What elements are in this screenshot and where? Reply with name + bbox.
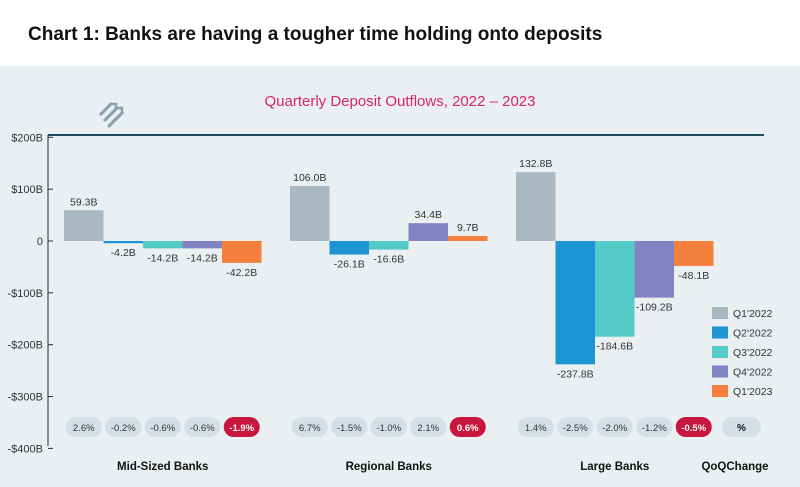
y-tick-label: -$300B (8, 392, 43, 404)
x-axis-labels: Mid-Sized Banks Regional Banks Large Banks (117, 461, 649, 473)
legend-swatch (712, 307, 728, 319)
bar-value-label: -42.2B (226, 267, 257, 279)
qoq-pill (449, 417, 486, 437)
legend-swatch (712, 346, 728, 358)
qoq-pill (636, 417, 673, 437)
bar-value-label: -4.2B (111, 247, 136, 259)
qoq-pill (144, 417, 181, 437)
qoq-pill (65, 417, 102, 437)
legend-label: Q3'2022 (733, 347, 773, 359)
bar-value-label: -14.2B (147, 252, 178, 264)
bar (674, 241, 714, 266)
qoq-percent-symbol: % (737, 423, 746, 434)
value-labels-layer: 59.3B -4.2B -14.2B -14.2B -42.2B 106.0B -26.1B… (70, 158, 709, 380)
qoq-pill (223, 417, 260, 437)
qoq-pill (675, 417, 712, 437)
qoq-pill (517, 417, 554, 437)
qoq-pill-label: -1.9% (229, 423, 254, 434)
chart-panel: Quarterly Deposit Outflows, 2022 – 2023 … (0, 66, 800, 487)
qoq-pill-label: 2.1% (417, 423, 439, 434)
qoq-pill-label: -1.2% (642, 423, 667, 434)
qoq-pill-label: 0.6% (457, 423, 479, 434)
qoq-pill-header: % (722, 417, 761, 437)
bar (329, 241, 369, 255)
qoq-pill-label: 6.7% (299, 423, 321, 434)
x-category-label: Regional Banks (346, 461, 432, 473)
bar-value-label: 132.8B (519, 158, 552, 170)
bar (595, 241, 635, 337)
y-tick-label: -$400B (8, 443, 43, 455)
qoq-pill (331, 417, 368, 437)
qoq-pill-label: 1.4% (525, 423, 547, 434)
legend-label: Q1'2022 (733, 308, 773, 320)
y-tick-label: $200B (11, 132, 43, 144)
bar (448, 235, 488, 241)
bar (222, 241, 262, 263)
legend-label: Q4'2022 (733, 367, 773, 379)
y-tick-label: -$200B (8, 340, 43, 352)
x-category-label: Large Banks (580, 461, 649, 473)
legend-label: Q1'2023 (733, 386, 773, 398)
bar-value-label: -237.8B (557, 368, 594, 380)
qoq-pill (291, 417, 328, 437)
qoq-pill (370, 417, 407, 437)
bars-layer (64, 172, 714, 365)
bar-value-label: -16.6B (373, 254, 404, 266)
qoq-pill (410, 417, 447, 437)
header-title: Chart 1: Banks are having a tougher time… (28, 24, 603, 45)
legend-swatch (712, 365, 728, 378)
qoq-pill-label: -1.0% (376, 423, 401, 434)
qoq-pills-layer: 2.6% -0.2% -0.6% -0.6% -1.9% 6.7% -1.5% -1.0% 2.… (65, 417, 712, 437)
bar (408, 223, 448, 241)
y-tick-label: $100B (11, 184, 43, 196)
bar (182, 241, 222, 249)
y-tick-label: 0 (37, 236, 43, 248)
qoq-pill-label: 2.6% (73, 423, 95, 434)
bar (64, 210, 104, 241)
legend-swatch (712, 326, 728, 339)
bar (634, 241, 674, 298)
bar-value-label: -48.1B (678, 270, 709, 282)
bar-value-label: -14.2B (187, 252, 218, 264)
bar-value-label: -26.1B (334, 259, 365, 271)
bar-value-label: 59.3B (70, 196, 97, 208)
bar-value-label: 34.4B (415, 209, 442, 221)
legend: Q1'2022 Q2'2022 Q3'2022 Q4'2022 Q1'2023 (712, 307, 773, 398)
hatch-arrows-logo-icon (99, 102, 124, 128)
bar-value-label: -109.2B (636, 302, 673, 314)
bar (290, 186, 330, 241)
bar (555, 241, 595, 365)
qoq-pill-label: -2.0% (602, 423, 627, 434)
bar (143, 241, 183, 249)
bar-value-label: -184.6B (596, 341, 633, 353)
qoq-pill-label: -1.5% (337, 423, 362, 434)
deposit-outflow-chart: Quarterly Deposit Outflows, 2022 – 2023 … (8, 93, 773, 473)
qoq-pill (596, 417, 633, 437)
qoq-pill-label: -2.5% (563, 423, 588, 434)
legend-swatch (712, 385, 728, 397)
qoq-pill-label: -0.5% (681, 423, 706, 434)
bar-value-label: 9.7B (457, 222, 479, 234)
y-axis-ticks: $200B $100B 0 -$100B -$200B -$300B -$400B (8, 132, 53, 455)
qoq-pill (105, 417, 142, 437)
qoq-pill-label: -0.2% (111, 423, 136, 434)
bar-value-label: 106.0B (293, 172, 326, 184)
qoq-pill-label: -0.6% (150, 423, 175, 434)
bar (369, 241, 409, 250)
legend-label: Q2'2022 (733, 328, 773, 340)
bar (516, 172, 556, 241)
chart-title: Quarterly Deposit Outflows, 2022 – 2023 (265, 93, 536, 110)
qoq-change-label: QoQChange (701, 461, 768, 473)
bar (103, 241, 143, 244)
qoq-pill (184, 417, 221, 437)
y-tick-label: -$100B (8, 288, 43, 300)
qoq-pill-label: -0.6% (190, 423, 215, 434)
qoq-pill (557, 417, 594, 437)
x-category-label: Mid-Sized Banks (117, 461, 208, 473)
